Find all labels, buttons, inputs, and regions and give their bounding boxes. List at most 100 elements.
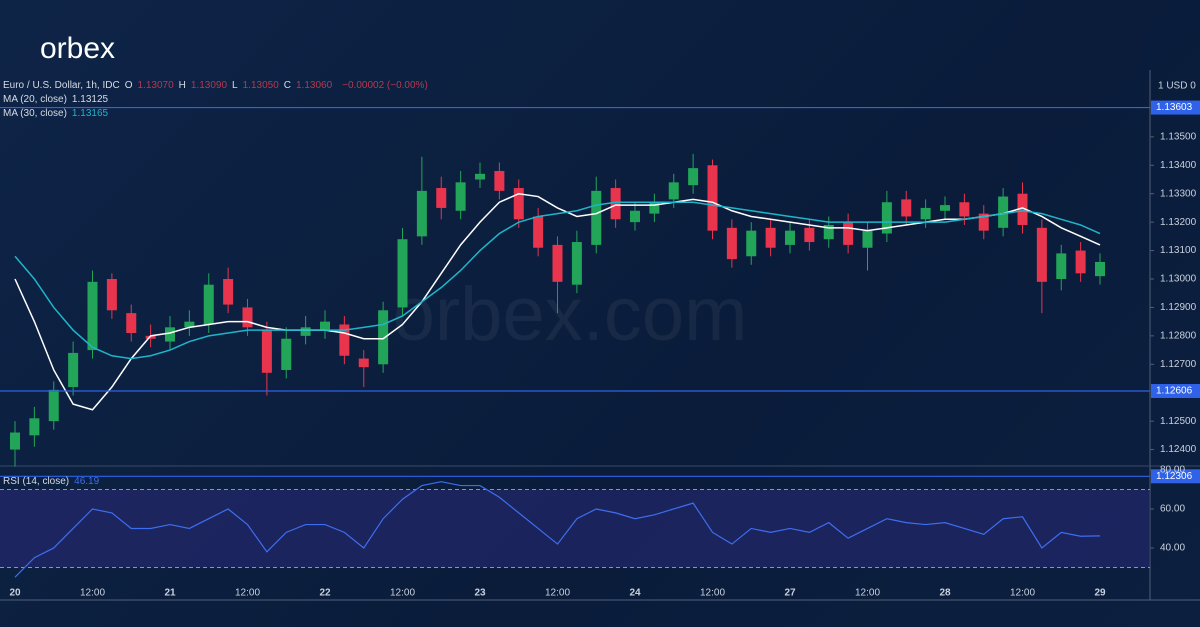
y-tick-label: 40.00 [1160, 543, 1185, 554]
y-tick-label: 1.13400 [1160, 160, 1197, 171]
candle-body [126, 313, 137, 334]
y-tick-label: 1.13100 [1160, 245, 1197, 256]
candle-body [184, 321, 195, 328]
legend-value: 46.19 [74, 476, 100, 487]
x-tick-label: 12:00 [545, 588, 570, 599]
ohlc-name: H [178, 80, 186, 91]
candle-body [940, 205, 950, 211]
candle-body [203, 284, 214, 325]
level-label: 1.13603 [1156, 102, 1193, 113]
candle-body [1075, 250, 1086, 274]
candle-body [48, 389, 59, 422]
candle-body [436, 188, 447, 208]
candle-body [746, 230, 757, 257]
candle-body [668, 182, 679, 200]
change: −0.00002 (−0.00%) [342, 80, 428, 91]
candle-body [726, 227, 737, 260]
candle-body [475, 173, 485, 180]
rsi-legend: RSI (14, close) 46.19 [3, 476, 104, 487]
candle-body [649, 202, 660, 214]
legend-name: MA (20, close) [3, 94, 67, 105]
ohlc-value: 1.13090 [190, 80, 228, 91]
candle-body [494, 170, 505, 191]
candle-body [1036, 227, 1047, 282]
ohlc-name: O [124, 80, 133, 91]
rsi-band [0, 489, 1150, 568]
ohlc-value: 1.13070 [137, 80, 174, 91]
candle-body [223, 279, 234, 305]
axis-unit: 1 USD 0 [1158, 81, 1196, 92]
candle-body [552, 244, 563, 282]
candle-body [881, 202, 892, 234]
candle-body [261, 330, 272, 373]
logo: orbex [40, 32, 115, 65]
level-tag [1151, 384, 1200, 399]
candle-body [106, 279, 117, 311]
candle-body [785, 230, 795, 245]
x-tick-label: 21 [164, 588, 176, 599]
x-tick-label: 23 [474, 588, 486, 599]
ohlc: O 1.13070 H 1.13090 L 1.13050 C 1.13060 [125, 80, 337, 91]
candle-body [68, 352, 79, 388]
candle-body [707, 165, 718, 231]
x-tick-label: 24 [629, 588, 641, 599]
y-tick-label: 1.12400 [1160, 444, 1197, 455]
candle-body [281, 338, 292, 370]
level-tag [1151, 469, 1200, 484]
x-tick-label: 12:00 [700, 588, 725, 599]
candle-body [920, 207, 931, 220]
ma-legend: MA (30, close) 1.13165 [3, 108, 113, 119]
candle-body [862, 230, 873, 248]
y-tick-label: 1.12700 [1160, 359, 1197, 370]
candle-body [765, 227, 776, 248]
x-tick-label: 12:00 [855, 588, 880, 599]
x-tick-label: 27 [784, 588, 796, 599]
ohlc-value: 1.13060 [296, 80, 333, 91]
y-tick-label: 1.12800 [1160, 330, 1197, 341]
candle-body [998, 196, 1009, 228]
candle-body [455, 182, 466, 211]
watermark: orbex.com [393, 272, 748, 357]
ohlc-value: 1.13050 [242, 80, 279, 91]
x-tick-label: 22 [319, 588, 331, 599]
candle-body [145, 335, 156, 339]
candle-body [533, 216, 544, 248]
rsi-line [14, 481, 1101, 578]
candle-body [901, 199, 912, 217]
candle-body [242, 307, 253, 328]
x-tick-label: 20 [9, 588, 21, 599]
legend-value: 1.13125 [71, 94, 109, 105]
y-tick-label: 1.12500 [1160, 416, 1197, 427]
candle-body [339, 324, 350, 356]
candle-body [397, 239, 408, 308]
y-tick-label: 1.13200 [1160, 217, 1197, 228]
legend-name: RSI (14, close) [3, 476, 70, 487]
candle-body [1017, 193, 1028, 225]
candle-body [823, 224, 834, 240]
candle-body [378, 310, 389, 365]
candle-body [416, 190, 427, 237]
y-tick-label: 1.12900 [1160, 302, 1197, 313]
x-tick-label: 12:00 [390, 588, 415, 599]
moving-average [14, 201, 1101, 360]
candle-body [10, 432, 20, 450]
symbol-title: Euro / U.S. Dollar, 1h, IDC [3, 80, 120, 91]
candle-body [804, 227, 815, 243]
candle-body [29, 418, 40, 436]
candle-body [513, 188, 524, 220]
candle-body [320, 321, 330, 331]
moving-average [14, 192, 1101, 411]
level-label: 1.12306 [1156, 471, 1193, 482]
level-label: 1.12606 [1156, 386, 1193, 397]
symbol-legend: Euro / U.S. Dollar, 1h, IDC O 1.13070 H 1.13… [3, 80, 433, 91]
ma-legend: MA (20, close) 1.13125 [3, 94, 113, 105]
candle-body [1056, 253, 1067, 279]
legend-value: 1.13165 [71, 108, 109, 119]
ohlc-name: C [283, 80, 291, 91]
candle-body [610, 188, 621, 220]
legend-name: MA (30, close) [3, 108, 67, 119]
candle-body [688, 168, 699, 186]
x-tick-label: 29 [1094, 588, 1106, 599]
candle-body [978, 213, 989, 231]
